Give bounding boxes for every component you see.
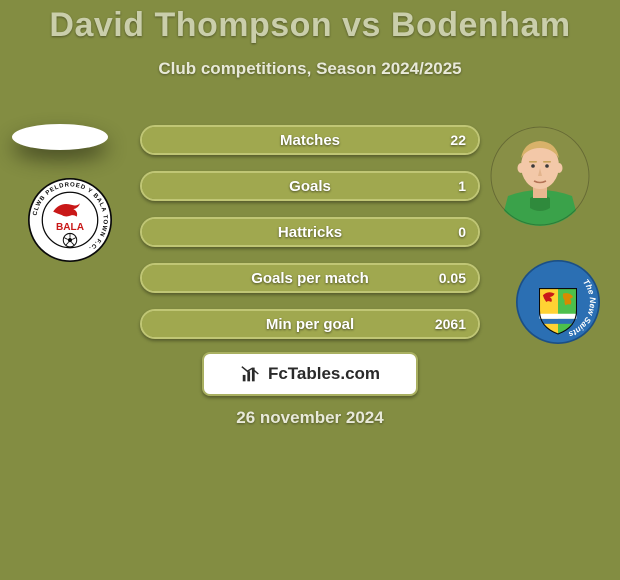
date-text: 26 november 2024 — [0, 408, 620, 428]
player-right-avatar-icon — [490, 126, 590, 226]
stat-value-right: 2061 — [435, 311, 466, 337]
stat-value-right: 0.05 — [439, 265, 466, 291]
bala-badge-icon: CLWB PELDROED Y BALA TOWN F.C. BALA — [28, 178, 112, 262]
stat-label: Goals per match — [142, 265, 478, 291]
subtitle: Club competitions, Season 2024/2025 — [0, 59, 620, 79]
stats-container: Matches22 Goals1 Hattricks0 Goals per match… — [140, 125, 480, 355]
player-left-avatar-placeholder — [12, 124, 108, 150]
stat-label: Goals — [142, 173, 478, 199]
stat-label: Min per goal — [142, 311, 478, 337]
club-right-badge: The New Saints — [516, 260, 600, 344]
stat-label: Matches — [142, 127, 478, 153]
stat-row: Goals per match0.05 — [140, 263, 480, 293]
page-root: David Thompson vs Bodenham Club competit… — [0, 0, 620, 580]
source-badge[interactable]: FcTables.com — [202, 352, 418, 396]
stat-value-right: 1 — [458, 173, 466, 199]
chart-bars-icon — [240, 363, 262, 385]
club-left-badge: CLWB PELDROED Y BALA TOWN F.C. BALA — [28, 178, 112, 262]
stat-row: Matches22 — [140, 125, 480, 155]
stat-value-right: 0 — [458, 219, 466, 245]
stat-row: Min per goal2061 — [140, 309, 480, 339]
stat-value-right: 22 — [450, 127, 466, 153]
player-right-avatar — [490, 126, 590, 226]
source-badge-text: FcTables.com — [268, 364, 380, 384]
page-title: David Thompson vs Bodenham — [0, 0, 620, 45]
stat-row: Goals1 — [140, 171, 480, 201]
bala-label: BALA — [56, 222, 85, 233]
stat-row: Hattricks0 — [140, 217, 480, 247]
stat-label: Hattricks — [142, 219, 478, 245]
tns-badge-icon: The New Saints — [516, 260, 600, 344]
